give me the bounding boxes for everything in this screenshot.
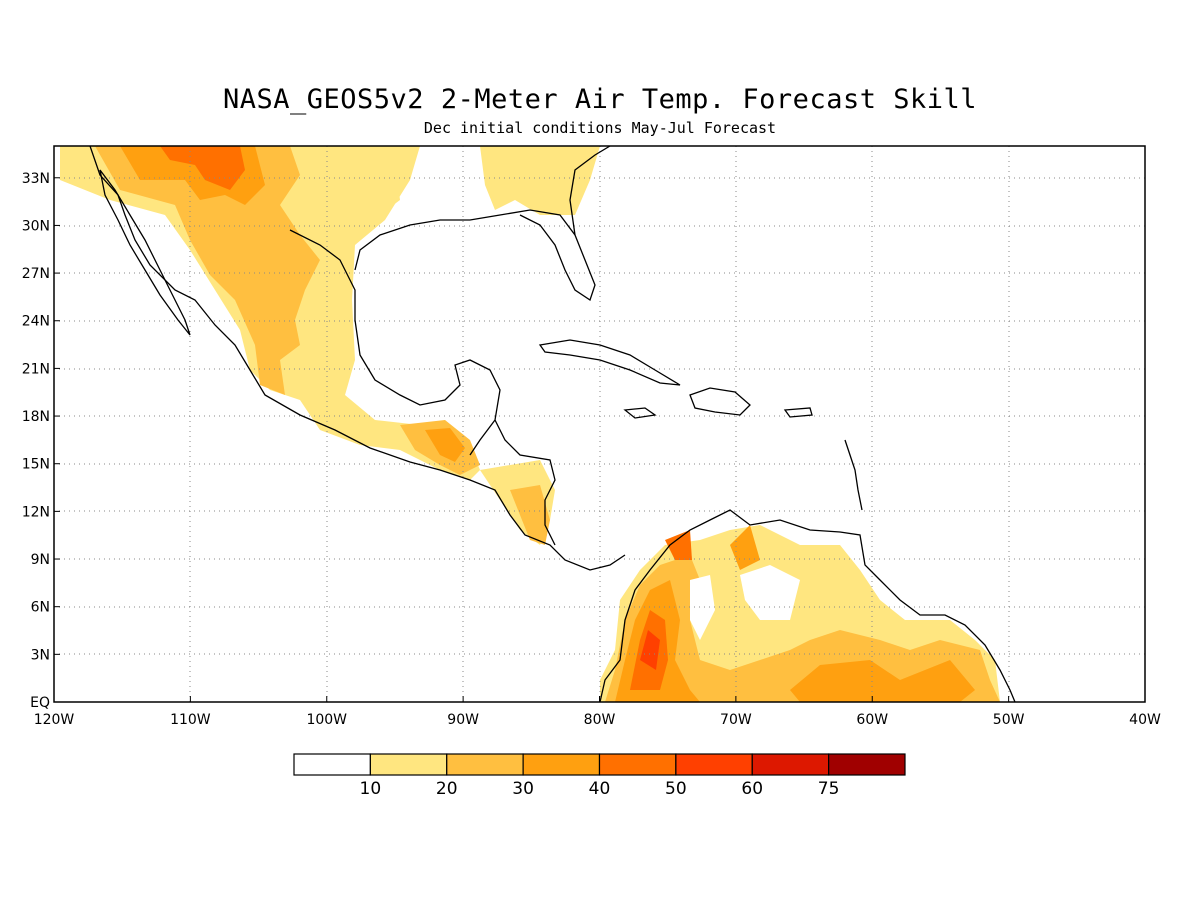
lat-axis: EQ 3N 6N 9N 12N 15N 18N 21N 24N 27N 30N 33N [22,171,60,711]
shade-sa-mid [605,555,1000,702]
coastlines [89,146,1016,702]
shade-sa-white1 [740,565,800,620]
map-title: NASA_GEOS5v2 2-Meter Air Temp. Forecast … [223,84,977,115]
shade-sa-venezuela [730,525,760,570]
colorbar-swatch [598,753,677,776]
lon-tick-label: 80W [584,712,616,728]
colorbar-swatch [369,753,448,776]
lat-tick-label: 9N [31,552,50,568]
shade-nicaragua [510,485,550,545]
lon-tick-label: 60W [856,712,888,728]
colorbar-swatch [446,753,524,776]
lat-tick-label: 12N [22,504,50,520]
lon-tick-label: 50W [993,712,1025,728]
lat-tick-label: 21N [22,361,50,377]
lon-tick-label: 100W [306,712,347,728]
colorbar-swatch [675,753,753,776]
colorbar-label: 10 [360,779,382,799]
colorbar-label: 60 [741,779,763,799]
lat-tick-label: 18N [22,409,50,425]
lat-tick-label: 30N [22,218,50,234]
lat-tick-label: 27N [22,266,50,282]
shade-us-east [480,146,600,215]
lon-tick-label: 90W [447,712,479,728]
colorbar-swatch [751,753,830,776]
colorbar-swatch [828,753,906,776]
shade-sa-white2 [690,575,715,640]
lon-tick-label: 110W [170,712,211,728]
shade-sa-north [665,530,692,560]
colorbar-swatch [522,753,601,776]
shade-mexico-mid [95,146,320,395]
lat-tick-label: EQ [30,695,50,711]
grid-lines [54,146,1145,702]
colorbar-label: 30 [512,779,534,799]
colorbar-label: 40 [589,779,611,799]
colorbar-label: 50 [665,779,687,799]
lat-tick-label: 33N [22,171,50,187]
shade-mexico-core [160,146,245,190]
shade-sa-brazil [790,660,975,702]
lon-axis: 120W 110W 100W 90W 80W 70W 60W 50W 40W [34,696,1161,728]
shade-us-east-2 [370,160,400,215]
lat-tick-label: 3N [31,647,50,663]
map-subtitle: Dec initial conditions May-Jul Forecast [423,119,777,137]
colorbar: 10 20 30 40 50 60 75 [293,753,906,799]
lat-tick-label: 6N [31,600,50,616]
skill-shading [60,146,1000,702]
shade-guatemala-core [425,428,465,462]
colorbar-swatch [293,753,371,776]
lon-tick-label: 70W [720,712,752,728]
colorbar-label: 20 [436,779,458,799]
shade-sa-colombia-peak [640,630,660,670]
lat-tick-label: 15N [22,457,50,473]
lat-tick-label: 24N [22,314,50,330]
colorbar-label: 75 [818,779,840,799]
lon-tick-label: 40W [1129,712,1161,728]
lon-tick-label: 120W [34,712,75,728]
